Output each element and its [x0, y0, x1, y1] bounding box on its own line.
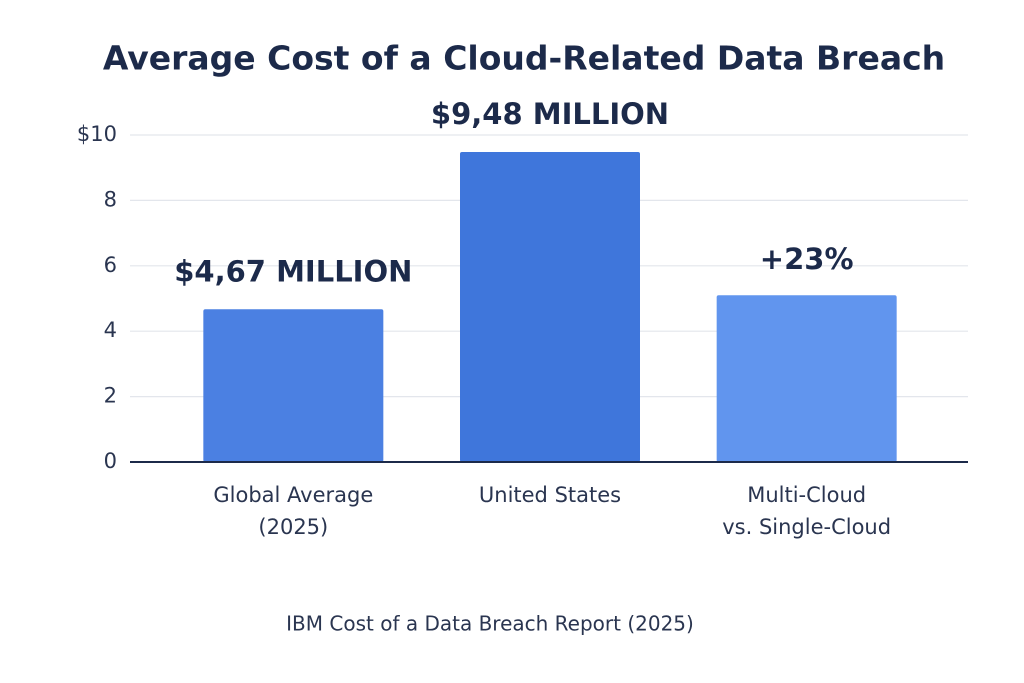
label-line: Multi-Cloud [747, 483, 866, 507]
source-note: IBM Cost of a Data Breach Report (2025) [286, 612, 694, 636]
label-line: (2025) [258, 515, 328, 539]
bar [716, 295, 897, 462]
bar [460, 152, 640, 462]
y-tick-label: 8 [104, 187, 117, 211]
y-tick-label: 6 [104, 253, 117, 277]
label-line: vs. Single-Cloud [722, 515, 891, 539]
bar [203, 309, 384, 462]
value-label: $4,67 MILLION [174, 254, 412, 288]
y-tick-label: 0 [104, 449, 117, 473]
y-tick-label: $10 [77, 122, 117, 146]
label-line: United States [479, 483, 621, 507]
y-tick-label: 2 [104, 384, 117, 408]
annotation: +23% [760, 242, 854, 276]
value-label: $9,48 MILLION [431, 97, 669, 131]
x-tick-label: Multi-Cloud vs. Single-Cloud [722, 483, 891, 539]
chart-title: Average Cost of a Cloud-Related Data Bre… [103, 39, 945, 78]
x-tick-label: Global Average (2025) [213, 483, 373, 539]
label-line: Global Average [213, 483, 373, 507]
x-tick-label: United States [479, 483, 621, 507]
y-tick-label: 4 [104, 318, 117, 342]
